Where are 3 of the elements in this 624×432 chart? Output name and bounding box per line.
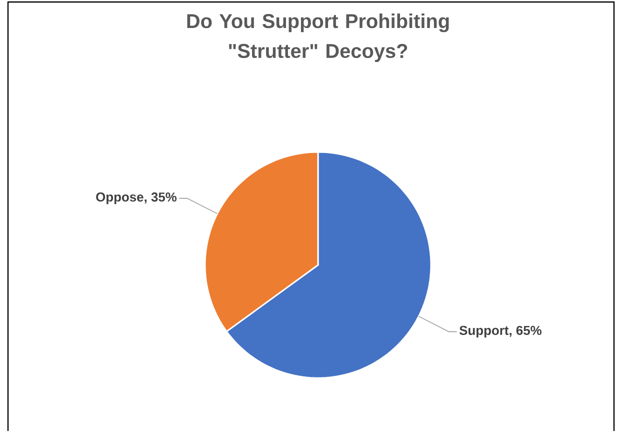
slice-label: Support, 65% bbox=[459, 326, 542, 338]
chart-title: Do You Support Prohibiting "Strutter" Decoys? bbox=[187, 14, 449, 62]
slice-label: Oppose, 35% bbox=[96, 192, 177, 204]
